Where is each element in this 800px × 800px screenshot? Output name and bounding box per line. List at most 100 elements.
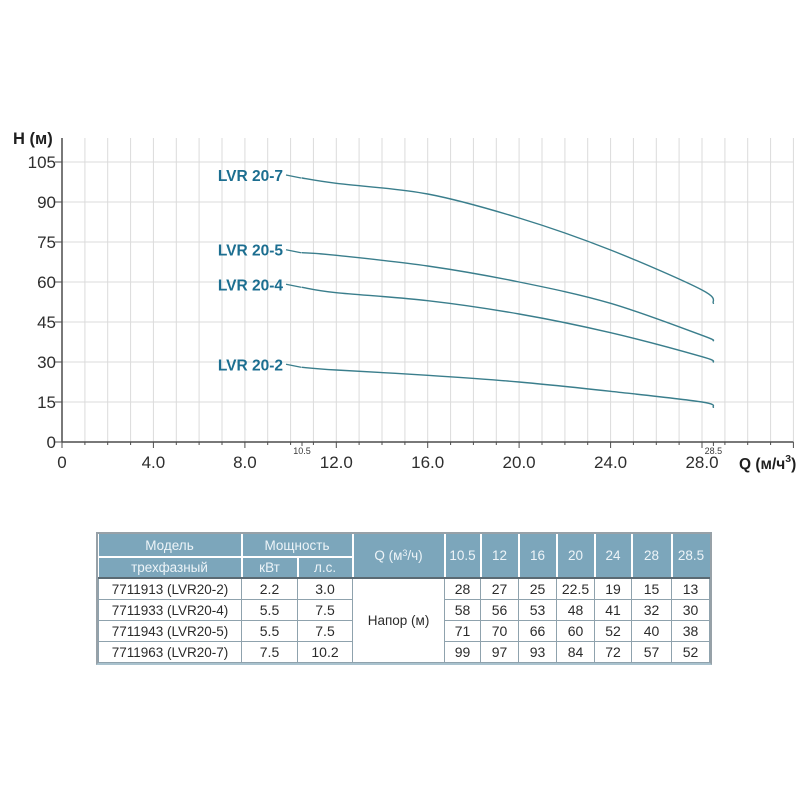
pump-curves: LVR 20-7 LVR 20-5 LVR 20-4 LVR 20-2 xyxy=(218,168,715,408)
table-row: 7711913 (LVR20-2) 2.2 3.0 Напор (м) 28 27 25 22… xyxy=(98,577,711,663)
table-row: 7711933 (LVR20-4) 5.5 7.5 58 56 53 48 41 32 30 xyxy=(98,599,711,621)
table-header-row-1: Модель Мощность Q (м3/ч) 10.5 12 16 20 24 28 2… xyxy=(98,534,710,579)
kw-header: кВт xyxy=(241,557,299,579)
napor-label-cell: Напор (м) xyxy=(352,577,446,663)
flow-col-header: 20 xyxy=(556,534,596,579)
kw-cell: 2.2 xyxy=(241,577,298,600)
flow-rate-header-close: /ч) xyxy=(407,548,423,563)
table-row: 7711963 (LVR20-7) 7.5 10.2 99 97 93 84 72 57 52 xyxy=(98,641,711,663)
flow-rate-header-sup: 3 xyxy=(402,548,408,558)
kw-cell: 7.5 xyxy=(241,641,298,663)
x-tick-label: 24.0 xyxy=(594,453,627,472)
y-tick-label: 0 xyxy=(47,433,56,452)
x-tick-label: 4.0 xyxy=(142,453,166,472)
x-axis-title-main: Q (м/ч xyxy=(739,456,785,473)
head-value-cell: 52 xyxy=(671,641,711,663)
pump-performance-chart: 0 4.0 8.0 12.0 16.0 20.0 24.0 28.0 0 15 30 45 60 75 90… xyxy=(13,130,796,473)
head-value-cell: 30 xyxy=(671,599,711,621)
head-value-cell: 48 xyxy=(556,599,596,621)
y-tick-label: 30 xyxy=(37,353,56,372)
curve-label-lvr-20-5: LVR 20-5 xyxy=(218,243,284,260)
curve-label-leader xyxy=(285,174,302,179)
head-value-cell: 38 xyxy=(671,620,711,642)
x-tick-label: 20.0 xyxy=(503,453,536,472)
head-value-cell: 60 xyxy=(556,620,596,642)
flow-col-header: 28.5 xyxy=(671,534,710,579)
gridlines xyxy=(62,138,794,442)
head-value-cell: 19 xyxy=(594,577,633,600)
axis-titles: H (м) Q (м/ч3) xyxy=(13,130,796,473)
head-value-cell: 93 xyxy=(518,641,558,663)
curve-label-leader xyxy=(285,249,302,254)
curve-label-leader xyxy=(285,283,302,288)
model-sub-header: трехфазный xyxy=(98,557,243,579)
model-cell: 7711913 (LVR20-2) xyxy=(98,577,242,600)
x-axis-title-close: ) xyxy=(791,456,796,473)
head-value-cell: 28 xyxy=(444,577,482,600)
table-header-row-2: трехфазный кВт л.с. xyxy=(98,557,710,579)
head-value-cell: 99 xyxy=(444,641,482,663)
x-tick-label: 0 xyxy=(57,453,66,472)
head-value-cell: 58 xyxy=(444,599,482,621)
y-tick-label: 15 xyxy=(37,393,56,412)
x-tick-label: 28.0 xyxy=(685,453,718,472)
x-tick-label: 16.0 xyxy=(411,453,444,472)
flow-col-header: 12 xyxy=(480,534,520,579)
table-row: 7711943 (LVR20-5) 5.5 7.5 71 70 66 60 52 40 38 xyxy=(98,620,711,642)
y-tick-label: 75 xyxy=(37,233,56,252)
head-value-cell: 53 xyxy=(518,599,558,621)
kw-cell: 5.5 xyxy=(241,620,298,642)
head-value-cell: 15 xyxy=(631,577,673,600)
head-value-cell: 84 xyxy=(556,641,596,663)
model-cell: 7711963 (LVR20-7) xyxy=(98,641,242,663)
y-tick-label: 105 xyxy=(28,153,56,172)
x-tick-label: 12.0 xyxy=(320,453,353,472)
pump-spec-table-wrap: Модель Мощность Q (м3/ч) 10.5 12 16 20 24 28 2… xyxy=(96,532,713,665)
head-value-cell: 27 xyxy=(480,577,520,600)
head-value-cell: 97 xyxy=(480,641,520,663)
tick-labels: 0 4.0 8.0 12.0 16.0 20.0 24.0 28.0 0 15 30 45 60 75 90… xyxy=(28,153,723,472)
head-value-cell: 71 xyxy=(444,620,482,642)
head-value-cell: 40 xyxy=(631,620,673,642)
head-value-cell: 52 xyxy=(594,620,633,642)
head-value-cell: 66 xyxy=(518,620,558,642)
axes xyxy=(55,138,794,448)
x-minor-tick-label: 28.5 xyxy=(705,446,723,456)
curve-lvr-20-5 xyxy=(301,252,715,342)
model-cell: 7711933 (LVR20-4) xyxy=(98,599,242,621)
flow-rate-header: Q (м3/ч) xyxy=(352,534,446,579)
x-axis-title-sup: 3 xyxy=(785,453,791,465)
x-tick-label: 8.0 xyxy=(233,453,257,472)
y-tick-label: 45 xyxy=(37,313,56,332)
table-body: 7711913 (LVR20-2) 2.2 3.0 Напор (м) 28 27 25 22… xyxy=(98,577,711,663)
pump-spec-table: Модель Мощность Q (м3/ч) 10.5 12 16 20 24 28 2… xyxy=(98,534,711,663)
curve-label-lvr-20-2: LVR 20-2 xyxy=(218,357,283,374)
y-tick-label: 60 xyxy=(37,273,56,292)
flow-col-header: 24 xyxy=(594,534,633,579)
model-cell: 7711943 (LVR20-5) xyxy=(98,620,242,642)
x-axis-title: Q (м/ч3) xyxy=(739,453,796,473)
curve-lvr-20-2 xyxy=(301,366,715,408)
flow-col-header: 28 xyxy=(631,534,673,579)
curve-label-leader xyxy=(285,363,302,368)
flow-col-header: 10.5 xyxy=(444,534,482,579)
flow-col-header: 16 xyxy=(518,534,558,579)
hp-cell: 7.5 xyxy=(296,620,354,642)
hp-cell: 3.0 xyxy=(296,577,354,600)
head-value-cell: 13 xyxy=(671,577,711,600)
hp-header: л.с. xyxy=(297,557,354,579)
head-value-cell: 32 xyxy=(631,599,673,621)
power-header: Мощность xyxy=(241,534,354,558)
model-header: Модель xyxy=(98,534,243,558)
curve-lvr-20-4 xyxy=(301,286,715,363)
hp-cell: 7.5 xyxy=(296,599,354,621)
head-value-cell: 56 xyxy=(480,599,520,621)
curve-lvr-20-7 xyxy=(301,177,715,304)
head-value-cell: 72 xyxy=(594,641,633,663)
hp-cell: 10.2 xyxy=(296,641,354,663)
head-value-cell: 70 xyxy=(480,620,520,642)
curve-label-lvr-20-7: LVR 20-7 xyxy=(218,168,283,185)
y-axis-title: H (м) xyxy=(13,130,53,148)
head-value-cell: 57 xyxy=(631,641,673,663)
